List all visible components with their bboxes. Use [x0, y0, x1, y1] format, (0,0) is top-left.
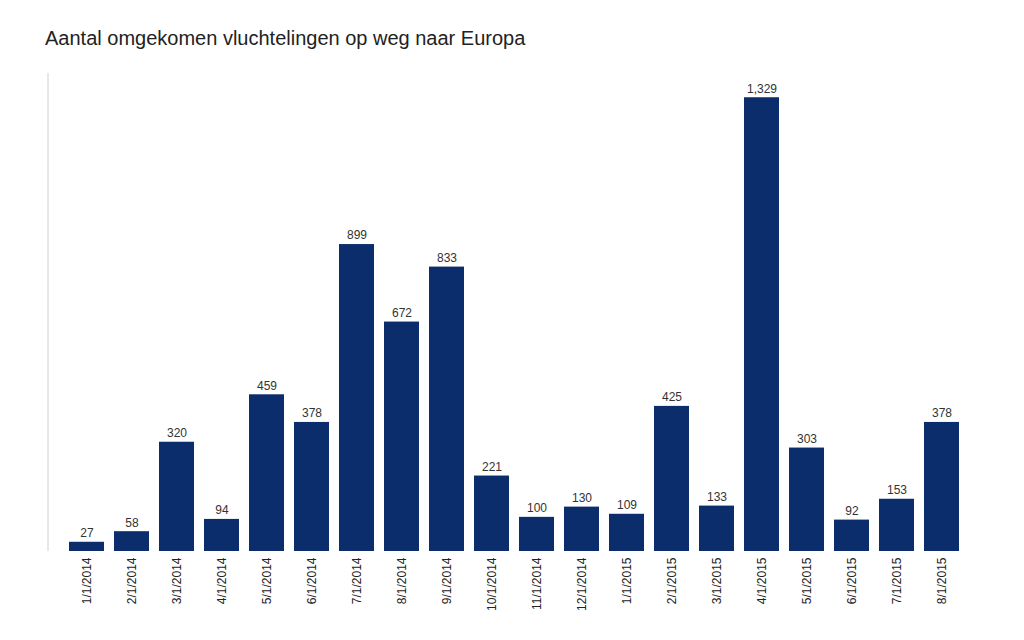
svg-text:5/1/2015: 5/1/2015 [800, 557, 814, 604]
svg-text:1/1/2014: 1/1/2014 [80, 557, 94, 604]
svg-text:7/1/2015: 7/1/2015 [890, 557, 904, 604]
html-text:Aantal omgekomen vluchtelingen: Aantal omgekomen vluchtelingen op weg na… [45, 27, 526, 49]
svg-text:58: 58 [125, 516, 139, 530]
svg-text:5/1/2014: 5/1/2014 [260, 557, 274, 604]
svg-text:2/1/2015: 2/1/2015 [665, 557, 679, 604]
svg-text:94: 94 [215, 503, 229, 517]
svg-text:153: 153 [887, 483, 907, 497]
svg-text:303: 303 [797, 432, 817, 446]
svg-text:3/1/2015: 3/1/2015 [710, 557, 724, 604]
svg-text:6/1/2015: 6/1/2015 [845, 557, 859, 604]
svg-text:100: 100 [527, 501, 547, 515]
svg-text:9/1/2014: 9/1/2014 [440, 557, 454, 604]
svg-text:3/1/2014: 3/1/2014 [170, 557, 184, 604]
svg-text:8/1/2014: 8/1/2014 [395, 557, 409, 604]
svg-text:4/1/2014: 4/1/2014 [215, 557, 229, 604]
svg-text:320: 320 [167, 426, 187, 440]
svg-text:425: 425 [662, 390, 682, 404]
svg-text:12/1/2014: 12/1/2014 [575, 557, 589, 611]
svg-text:6/1/2014: 6/1/2014 [305, 557, 319, 604]
svg-text:8/1/2015: 8/1/2015 [935, 557, 949, 604]
svg-text:672: 672 [392, 306, 412, 320]
svg-text:10/1/2014: 10/1/2014 [485, 557, 499, 611]
svg-text:459: 459 [257, 379, 277, 393]
svg-text:133: 133 [707, 490, 727, 504]
svg-text:899: 899 [347, 228, 367, 242]
svg-text:833: 833 [437, 251, 457, 265]
svg-text:27: 27 [80, 526, 94, 540]
svg-text:92: 92 [845, 504, 859, 518]
svg-text:378: 378 [932, 406, 952, 420]
svg-text:109: 109 [617, 498, 637, 512]
svg-text:4/1/2015: 4/1/2015 [755, 557, 769, 604]
svg-text:7/1/2014: 7/1/2014 [350, 557, 364, 604]
svg-text:221: 221 [482, 460, 502, 474]
svg-text:2/1/2014: 2/1/2014 [125, 557, 139, 604]
svg-text:130: 130 [572, 491, 592, 505]
svg-text:1,329: 1,329 [747, 82, 777, 96]
svg-text:378: 378 [302, 406, 322, 420]
svg-text:1/1/2015: 1/1/2015 [620, 557, 634, 604]
svg-text:11/1/2014: 11/1/2014 [530, 557, 544, 610]
